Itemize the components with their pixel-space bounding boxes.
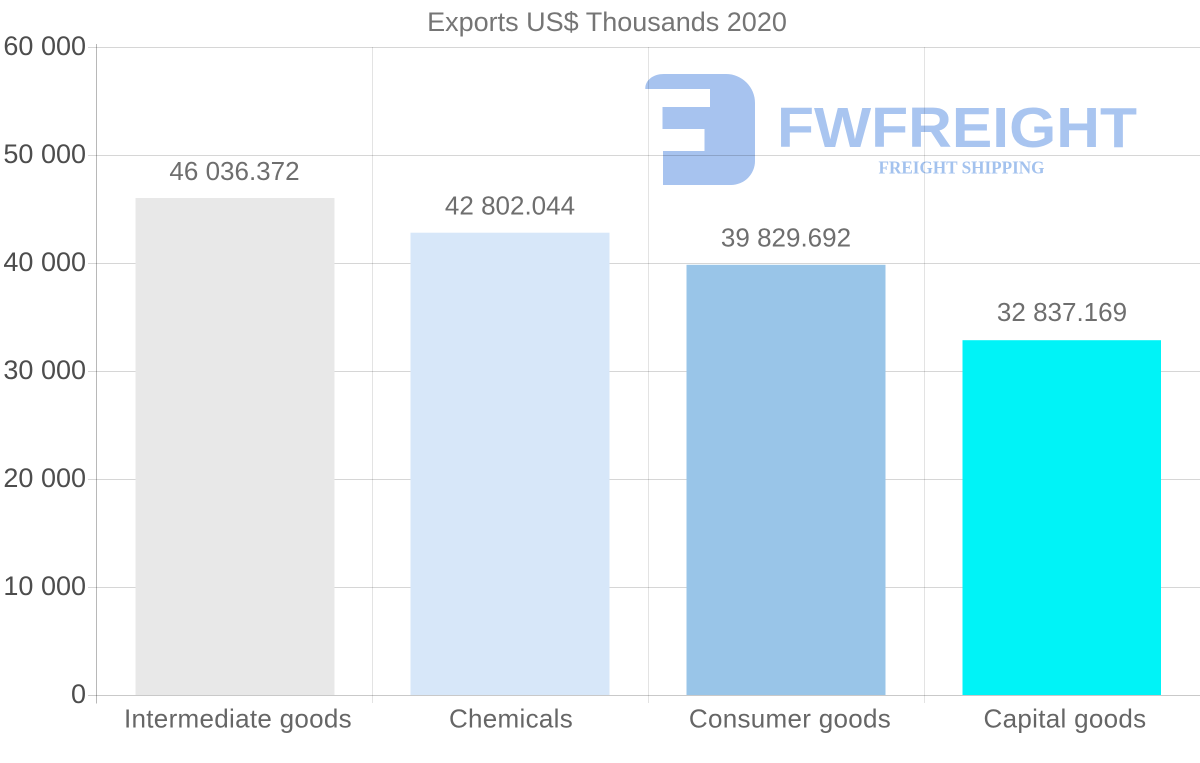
svg-text:0: 0 (71, 679, 86, 709)
svg-text:Consumer goods: Consumer goods (689, 704, 891, 734)
svg-text:Intermediate goods: Intermediate goods (124, 704, 352, 734)
svg-text:39 829.692: 39 829.692 (721, 223, 851, 253)
svg-text:32 837.169: 32 837.169 (997, 297, 1127, 327)
svg-text:Chemicals: Chemicals (449, 704, 573, 734)
svg-text:FREIGHT SHIPPING: FREIGHT SHIPPING (879, 158, 1045, 178)
svg-text:60 000: 60 000 (3, 31, 86, 61)
svg-text:FWFREIGHT: FWFREIGHT (777, 96, 1137, 160)
svg-text:10 000: 10 000 (3, 571, 86, 601)
svg-text:50 000: 50 000 (3, 139, 86, 169)
svg-text:46 036.372: 46 036.372 (169, 156, 299, 186)
svg-text:Exports US$ Thousands 2020: Exports US$ Thousands 2020 (427, 7, 787, 37)
svg-text:42 802.044: 42 802.044 (445, 191, 575, 221)
svg-text:30 000: 30 000 (3, 355, 86, 385)
svg-text:Capital goods: Capital goods (984, 704, 1147, 734)
svg-text:40 000: 40 000 (3, 247, 86, 277)
svg-text:20 000: 20 000 (3, 463, 86, 493)
